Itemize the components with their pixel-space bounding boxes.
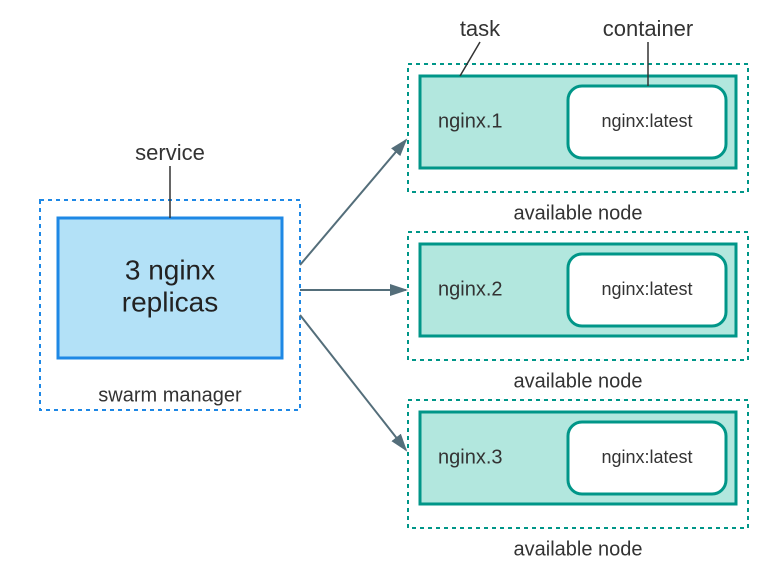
swarm-manager-label: swarm manager	[98, 384, 242, 406]
task-pointer-line	[460, 42, 480, 76]
available-node-label: available node	[514, 538, 643, 560]
dispatch-arrow	[300, 140, 406, 265]
task-label: task	[460, 16, 501, 41]
task-label: nginx.2	[438, 278, 503, 300]
task-label: nginx.3	[438, 446, 503, 468]
task-label: nginx.1	[438, 110, 503, 132]
container-image-label: nginx:latest	[601, 279, 692, 299]
dispatch-arrow	[300, 315, 406, 450]
available-node-label: available node	[514, 202, 643, 224]
available-node-label: available node	[514, 370, 643, 392]
container-image-label: nginx:latest	[601, 111, 692, 131]
container-image-label: nginx:latest	[601, 447, 692, 467]
service-text-line1: 3 nginx	[125, 254, 215, 285]
container-label: container	[603, 16, 694, 41]
service-text-line2: replicas	[122, 286, 218, 317]
service-label: service	[135, 140, 205, 165]
